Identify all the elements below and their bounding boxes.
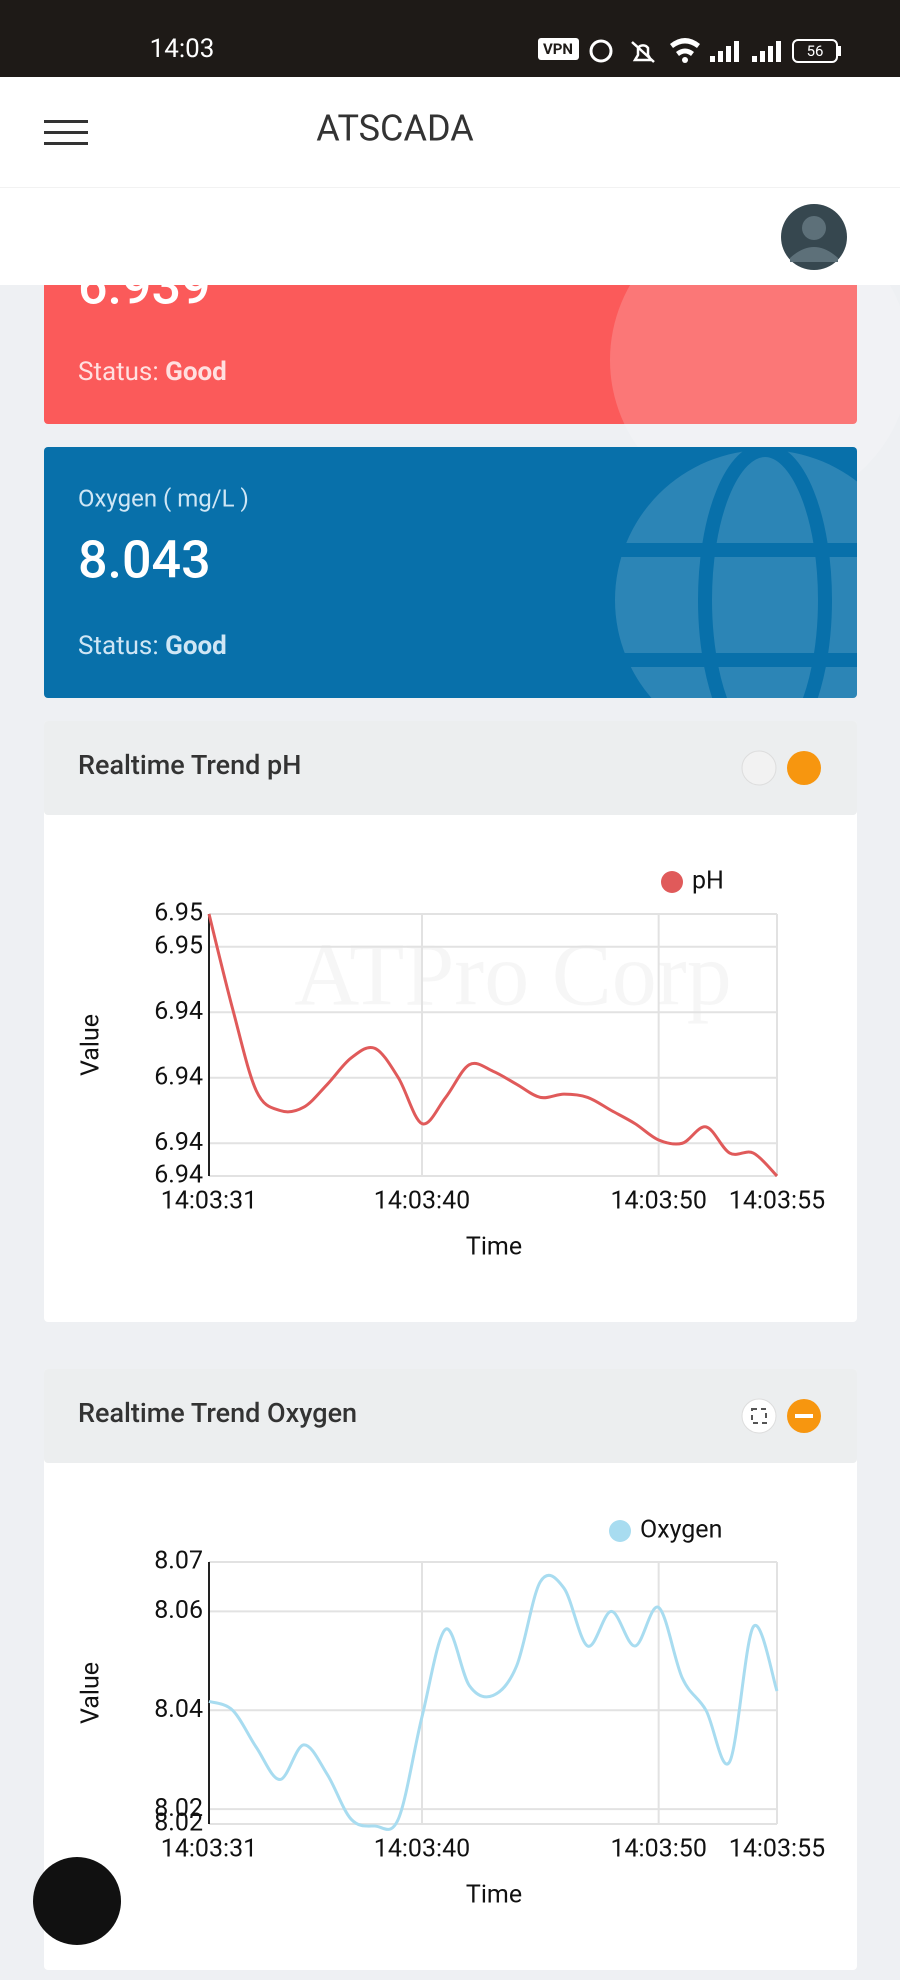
y-tick-label: 6.94 <box>154 997 203 1026</box>
chart-card-title: Realtime Trend Oxygen <box>78 1397 357 1429</box>
y-tick-label: 6.95 <box>154 899 203 928</box>
expand-button[interactable] <box>741 1398 777 1434</box>
status-label: Status: <box>78 631 159 661</box>
y-tick-label: 6.94 <box>154 1161 203 1190</box>
y-tick-label: 6.95 <box>154 931 203 960</box>
battery-tip <box>838 46 841 56</box>
y-axis-title: Value <box>77 1014 106 1076</box>
y-tick-label: 8.02 <box>154 1794 203 1823</box>
y-tick-label: 8.07 <box>154 1547 203 1576</box>
x-tick-label: 14:03:55 <box>729 1835 825 1864</box>
y-tick-label: 6.94 <box>154 1128 203 1157</box>
oxygen-card: Oxygen ( mg/L ) 8.043 Status: Good <box>44 447 857 698</box>
card-bg <box>44 447 857 698</box>
legend-swatch <box>661 871 683 893</box>
x-tick-label: 14:03:40 <box>374 1187 470 1216</box>
x-axis-title: Time <box>466 1881 522 1910</box>
vpn-label: VPN <box>543 40 573 58</box>
vpn-badge <box>538 38 579 60</box>
y-tick-label: 8.06 <box>154 1596 203 1625</box>
toggle-button[interactable] <box>741 750 777 786</box>
y-axis-title: Value <box>77 1662 106 1724</box>
globe-icon <box>600 447 857 698</box>
minus-icon <box>795 1414 813 1418</box>
avatar-head <box>802 216 826 240</box>
x-tick-label: 14:03:55 <box>729 1187 825 1216</box>
avatar-body <box>790 247 838 262</box>
battery-level: 56 <box>807 42 824 60</box>
x-axis-title: Time <box>466 1233 522 1262</box>
floating-button[interactable] <box>33 1857 121 1945</box>
card-header <box>44 721 857 815</box>
card-status: Status: Good <box>78 357 227 387</box>
battery <box>792 39 838 63</box>
collapse-button[interactable] <box>787 751 821 785</box>
legend-label: pH <box>692 867 724 896</box>
y-tick-label: 6.94 <box>154 1062 203 1091</box>
card-value: 8.043 <box>78 530 211 591</box>
menu-button[interactable] <box>44 120 88 145</box>
card-header <box>44 1369 857 1463</box>
status-icons <box>589 38 781 63</box>
clock: 14:03 <box>150 34 215 64</box>
legend-swatch <box>609 1520 631 1542</box>
oxygen-chart-card: Realtime Trend Oxygen <box>44 1369 857 1970</box>
x-tick-label: 14:03:50 <box>610 1187 706 1216</box>
card-status: Status: Good <box>78 631 227 661</box>
x-tick-label: 14:03:50 <box>610 1835 706 1864</box>
watermark: ATPro Corp <box>294 926 732 1025</box>
toolbar <box>0 187 900 285</box>
card-label: Oxygen ( mg/L ) <box>78 484 249 512</box>
y-tick-label: 8.02 <box>154 1809 203 1838</box>
expand-icon <box>751 1408 767 1424</box>
status-label: Status: <box>78 357 159 387</box>
x-tick-label: 14:03:31 <box>161 1187 257 1216</box>
x-tick-label: 14:03:40 <box>374 1835 470 1864</box>
ph-card: 6.939 Status: Good <box>44 210 900 510</box>
card-bg <box>44 1369 857 1970</box>
legend-label: Oxygen <box>640 1516 722 1545</box>
y-tick-label: 8.04 <box>154 1695 203 1724</box>
globe-icon <box>610 210 900 510</box>
series-line <box>208 1573 779 1831</box>
series-line <box>207 913 779 1178</box>
ph-chart-card: Realtime Trend pH <box>44 721 857 1322</box>
charts: ATPro Corp6.956.956.946.946.946.9414:03:… <box>77 867 826 1910</box>
status-value: Good <box>165 357 227 387</box>
app-header <box>0 77 900 187</box>
card-bg <box>44 721 857 1322</box>
chart-card-title: Realtime Trend pH <box>78 749 301 781</box>
status-value: Good <box>165 631 227 661</box>
app-title: ATSCADA <box>316 108 474 150</box>
x-tick-label: 14:03:31 <box>161 1835 257 1864</box>
card-bg <box>44 240 857 424</box>
status-bar <box>0 0 900 77</box>
